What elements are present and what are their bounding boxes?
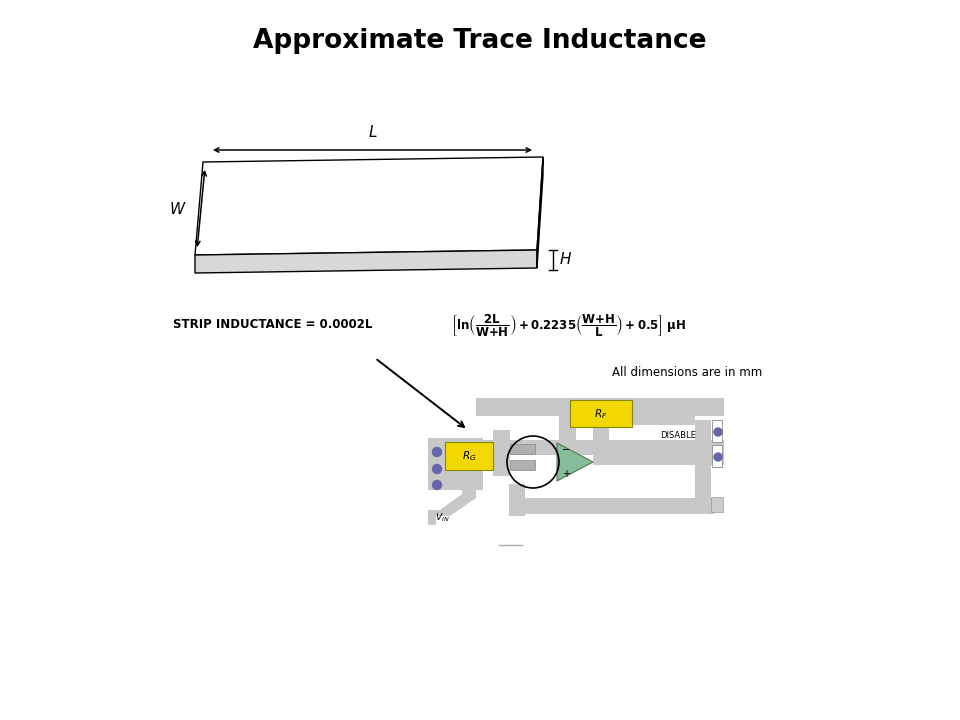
Bar — [711, 497, 723, 512]
Text: L: L — [369, 125, 376, 140]
Text: $\mathbf{\left[ln\left(\dfrac{2L}{W{+}H}\right) + 0.2235\left(\dfrac{W{+}H}{L}\r: $\mathbf{\left[ln\left(\dfrac{2L}{W{+}H}… — [451, 312, 686, 338]
Text: $V_{IN}$: $V_{IN}$ — [435, 512, 449, 524]
Bar — [493, 458, 510, 476]
Bar — [712, 445, 722, 467]
Bar — [493, 430, 510, 458]
Text: $R_G$: $R_G$ — [462, 449, 476, 463]
Polygon shape — [195, 250, 537, 273]
Polygon shape — [195, 157, 543, 255]
Polygon shape — [428, 484, 476, 525]
Bar — [593, 415, 609, 453]
Bar — [476, 398, 724, 416]
Text: W: W — [170, 202, 185, 217]
Bar — [445, 442, 493, 470]
Text: H: H — [560, 253, 571, 268]
Text: $R_F$: $R_F$ — [594, 407, 608, 421]
Text: −: − — [562, 445, 570, 455]
Bar — [559, 398, 576, 440]
Bar — [476, 440, 724, 455]
Circle shape — [433, 480, 442, 490]
Bar — [695, 484, 711, 514]
Circle shape — [433, 464, 442, 474]
Bar — [509, 484, 525, 516]
Text: DISABLE: DISABLE — [660, 431, 696, 441]
Bar — [593, 415, 695, 425]
Text: All dimensions are in mm: All dimensions are in mm — [612, 366, 762, 379]
Bar — [509, 498, 714, 514]
Bar — [428, 438, 483, 490]
Bar — [570, 400, 632, 427]
Polygon shape — [557, 443, 593, 481]
Circle shape — [433, 448, 442, 456]
Bar — [695, 420, 711, 485]
Text: STRIP INDUCTANCE = 0.0002L: STRIP INDUCTANCE = 0.0002L — [173, 318, 372, 331]
Bar — [712, 420, 722, 442]
Polygon shape — [537, 157, 543, 268]
Circle shape — [714, 453, 722, 461]
Bar — [593, 450, 724, 465]
Circle shape — [714, 428, 722, 436]
Bar — [428, 398, 723, 546]
Text: +: + — [562, 469, 570, 479]
Bar — [632, 398, 724, 416]
Bar — [510, 444, 535, 454]
Bar — [510, 460, 535, 470]
Text: Approximate Trace Inductance: Approximate Trace Inductance — [253, 28, 707, 54]
